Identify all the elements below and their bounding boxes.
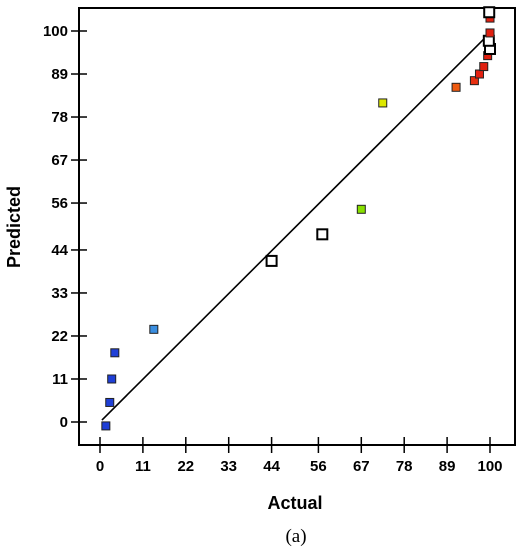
- data-point-hollow: [265, 254, 278, 267]
- x-tick-label: 33: [220, 458, 237, 475]
- y-tick-label: 78: [51, 109, 68, 126]
- y-tick-label: 33: [51, 285, 68, 302]
- data-point: [107, 374, 117, 384]
- fit-line: [101, 32, 491, 421]
- x-tick-label: 22: [177, 458, 194, 475]
- y-tick-label: 22: [51, 328, 68, 345]
- y-axis-ticks: 0 11 22 33 44 56 67 78 89 100: [43, 23, 87, 431]
- y-axis-label: Predicted: [4, 186, 24, 268]
- data-point: [451, 82, 461, 92]
- data-point: [479, 62, 489, 72]
- figure-caption: (a): [285, 526, 306, 547]
- data-point: [378, 98, 388, 108]
- data-point: [149, 324, 159, 334]
- x-tick-label: 89: [439, 458, 456, 475]
- y-tick-label: 0: [60, 414, 68, 431]
- x-axis-label: Actual: [267, 493, 322, 513]
- data-points: [101, 6, 496, 431]
- y-tick-label: 11: [52, 371, 68, 388]
- y-tick-label: 56: [51, 195, 68, 212]
- y-tick-label: 89: [51, 66, 68, 83]
- y-tick-label: 100: [43, 23, 68, 40]
- data-point: [101, 421, 111, 431]
- data-point-hollow: [316, 228, 329, 241]
- x-tick-label: 11: [135, 458, 151, 475]
- x-tick-label: 44: [263, 458, 280, 475]
- data-point: [356, 204, 366, 214]
- data-point: [105, 397, 115, 407]
- x-axis-ticks: 0 11 22 33 44 56 67 78 89 100: [96, 437, 503, 475]
- y-tick-label: 44: [51, 242, 68, 259]
- data-point: [474, 69, 484, 79]
- data-point: [110, 348, 120, 358]
- y-tick-label: 67: [51, 152, 68, 169]
- plot-frame: [78, 7, 516, 446]
- x-tick-label: 0: [96, 458, 104, 475]
- data-point: [469, 76, 479, 86]
- x-tick-label: 100: [477, 458, 502, 475]
- x-tick-label: 56: [310, 458, 327, 475]
- x-tick-label: 78: [396, 458, 413, 475]
- data-point-hollow: [483, 6, 496, 19]
- data-point: [485, 28, 495, 38]
- x-tick-label: 67: [353, 458, 370, 475]
